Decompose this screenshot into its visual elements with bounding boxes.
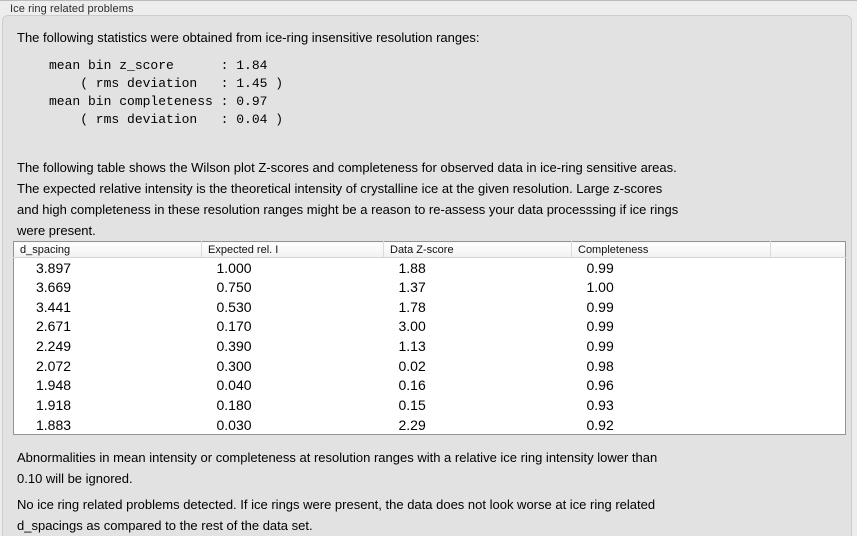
cell-expected-rel-i: 0.170 — [216, 318, 252, 335]
cell-d-spacing: 3.897 — [36, 259, 72, 276]
conclusion-text: No ice ring related problems detected. I… — [17, 497, 656, 534]
cell-spacer — [771, 336, 846, 356]
table-row[interactable]: 2.072 0.300 0.02 0.98 — [14, 356, 846, 376]
table-description-text: The following table shows the Wilson plo… — [17, 160, 679, 238]
intro-text: The following statistics were obtained f… — [17, 30, 480, 45]
cell-d-spacing: 3.441 — [36, 298, 72, 315]
cell-spacer — [771, 258, 846, 278]
cell-data-z-score: 0.15 — [398, 397, 426, 414]
cell-expected-rel-i: 0.390 — [216, 338, 252, 355]
cell-data-z-score: 2.29 — [398, 416, 426, 433]
table-row[interactable]: 1.918 0.180 0.15 0.93 — [14, 395, 846, 415]
cell-data-z-score: 0.16 — [398, 377, 426, 394]
cell-expected-rel-i: 0.530 — [216, 298, 252, 315]
cell-d-spacing: 3.669 — [36, 279, 72, 296]
cell-d-spacing: 2.072 — [36, 357, 72, 374]
cell-spacer — [771, 277, 846, 297]
cell-spacer — [771, 317, 846, 337]
window-top-divider — [0, 0, 857, 1]
cell-expected-rel-i: 0.030 — [216, 416, 252, 433]
column-header-expected-rel-i[interactable]: Expected rel. I — [201, 241, 384, 258]
cell-expected-rel-i: 0.180 — [216, 397, 252, 414]
cell-d-spacing: 1.883 — [36, 416, 72, 433]
cell-d-spacing: 2.249 — [36, 338, 72, 355]
cell-completeness: 0.99 — [586, 259, 614, 276]
cell-expected-rel-i: 0.750 — [216, 279, 252, 296]
cell-completeness: 0.99 — [586, 338, 614, 355]
cell-completeness: 0.99 — [586, 318, 614, 335]
cell-completeness: 1.00 — [586, 279, 614, 296]
group-box-label: Ice ring related problems — [10, 3, 134, 15]
cell-completeness: 0.98 — [586, 357, 614, 374]
cell-spacer — [771, 395, 846, 415]
ice-ring-report-panel: The following statistics were obtained f… — [2, 15, 852, 536]
cell-data-z-score: 1.88 — [398, 259, 426, 276]
cell-spacer — [771, 356, 846, 376]
cell-data-z-score: 3.00 — [398, 318, 426, 335]
cell-expected-rel-i: 0.040 — [216, 377, 252, 394]
stats-summary-block: mean bin z_score : 1.84 ( rms deviation … — [49, 58, 284, 127]
cell-data-z-score: 1.37 — [398, 279, 426, 296]
cell-expected-rel-i: 0.300 — [216, 357, 252, 374]
cell-data-z-score: 1.13 — [398, 338, 426, 355]
table-row[interactable]: 1.883 0.030 2.29 0.92 — [14, 415, 846, 435]
table-row[interactable]: 3.441 0.530 1.78 0.99 — [14, 297, 846, 317]
cell-completeness: 0.96 — [586, 377, 614, 394]
cell-expected-rel-i: 1.000 — [216, 259, 252, 276]
cell-completeness: 0.93 — [586, 397, 614, 414]
ignore-threshold-note: Abnormalities in mean intensity or compl… — [17, 450, 658, 487]
table-row[interactable]: 3.669 0.750 1.37 1.00 — [14, 277, 846, 297]
cell-d-spacing: 1.918 — [36, 397, 72, 414]
cell-data-z-score: 0.02 — [398, 357, 426, 374]
cell-d-spacing: 2.671 — [36, 318, 72, 335]
cell-spacer — [771, 297, 846, 317]
ice-ring-table: d_spacing Expected rel. I Data Z-score C… — [13, 241, 846, 436]
column-header-completeness[interactable]: Completeness — [571, 241, 771, 258]
table-header-row: d_spacing Expected rel. I Data Z-score C… — [13, 241, 846, 258]
table-row[interactable]: 3.897 1.000 1.88 0.99 — [14, 258, 846, 278]
cell-completeness: 0.92 — [586, 416, 614, 433]
cell-spacer — [771, 415, 846, 435]
cell-completeness: 0.99 — [586, 298, 614, 315]
column-header-spacer — [770, 241, 846, 258]
cell-spacer — [771, 376, 846, 396]
table-row[interactable]: 2.249 0.390 1.13 0.99 — [14, 336, 846, 356]
cell-d-spacing: 1.948 — [36, 377, 72, 394]
column-header-d-spacing[interactable]: d_spacing — [13, 241, 202, 258]
table-row[interactable]: 2.671 0.170 3.00 0.99 — [14, 317, 846, 337]
table-row[interactable]: 1.948 0.040 0.16 0.96 — [14, 376, 846, 396]
column-header-data-z-score[interactable]: Data Z-score — [383, 241, 572, 258]
cell-data-z-score: 1.78 — [398, 298, 426, 315]
